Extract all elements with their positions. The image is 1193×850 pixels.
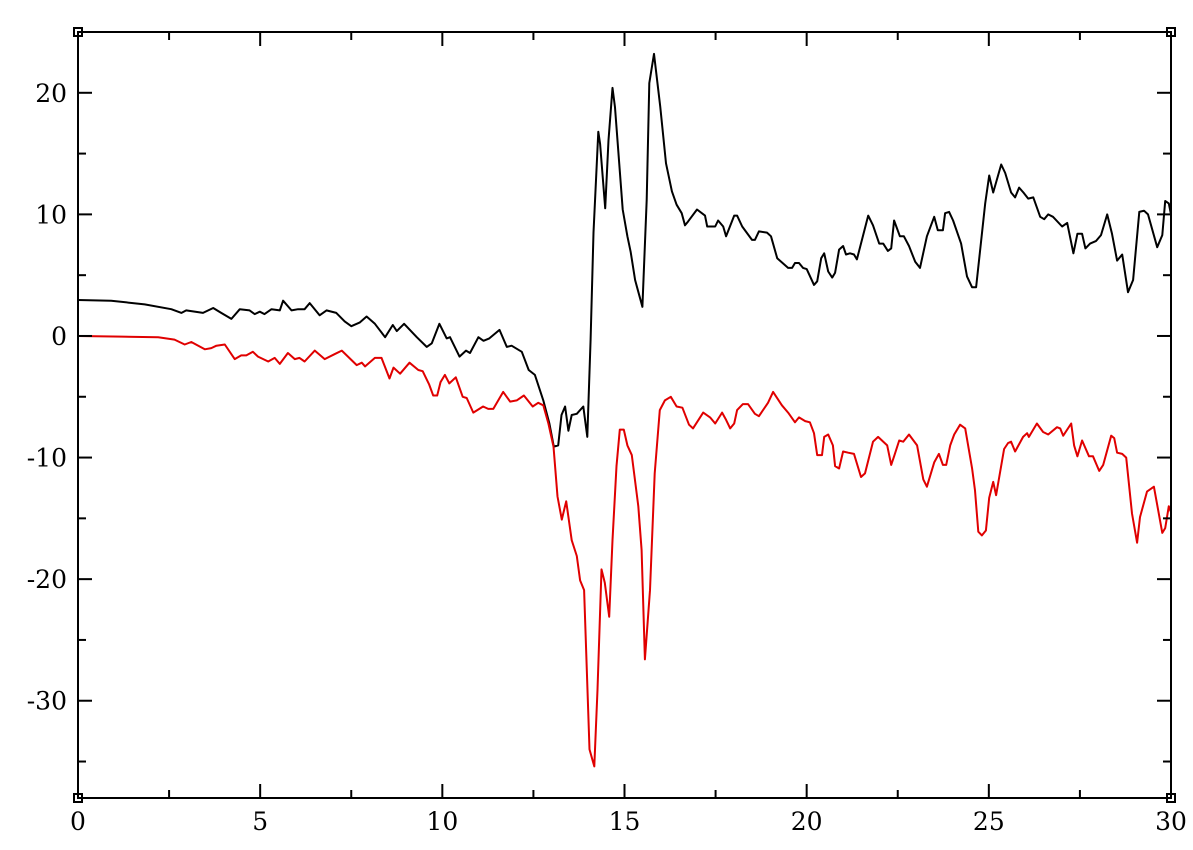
x-tick-label: 15	[609, 807, 641, 836]
tick-labels: 0 5 10 15 20 25 30 -30 -20 -10 0 10 20	[27, 79, 1187, 836]
y-tick-label: -20	[27, 565, 67, 594]
y-tick-label: -30	[27, 687, 67, 716]
y-tick-label: 0	[51, 322, 67, 351]
series-line-1	[77, 52, 1172, 448]
series-line-2	[77, 335, 1172, 768]
corner-marker	[73, 27, 83, 37]
series-layer	[77, 52, 1172, 768]
axis-ticks	[77, 31, 1172, 798]
plot-frame	[77, 31, 1172, 799]
corner-marker	[1166, 793, 1176, 803]
y-tick-label: -10	[27, 444, 67, 473]
y-tick-label: 10	[35, 200, 67, 229]
corner-marker	[73, 793, 83, 803]
y-tick-label: 20	[35, 79, 67, 108]
corner-markers	[73, 27, 1176, 803]
x-tick-label: 5	[252, 807, 268, 836]
corner-marker	[1166, 27, 1176, 37]
x-tick-label: 10	[426, 807, 458, 836]
x-tick-label: 0	[70, 807, 86, 836]
x-tick-label: 30	[1155, 807, 1187, 836]
x-tick-label: 25	[973, 807, 1005, 836]
x-tick-label: 20	[791, 807, 823, 836]
